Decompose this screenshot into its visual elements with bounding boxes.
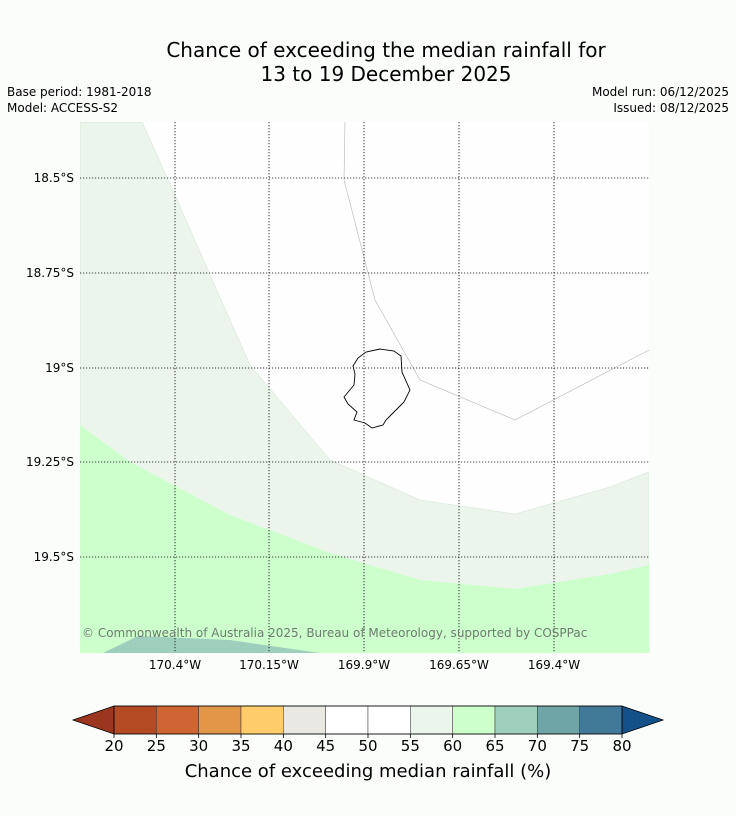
band-65-70 [103,636,320,653]
rainfall-map: 18.5°S 18.75°S 19°S 19.25°S 19.5°S 170.4… [26,122,649,672]
lat-label: 19.5°S [34,550,74,564]
colorbar-tick-label: 75 [570,737,589,755]
issued-date: Issued: 08/12/2025 [613,101,729,115]
colorbar-tick-label: 30 [189,737,208,755]
lon-label: 169.4°W [528,658,580,672]
colorbar-segment [537,705,580,735]
copyright-notice: © Commonwealth of Australia 2025, Bureau… [82,626,587,640]
colorbar-tick-label: 50 [358,737,377,755]
colorbar-tick-label: 25 [147,737,166,755]
colorbar-segment [156,705,199,735]
colorbar-segment [452,705,496,735]
colorbar-segment [367,705,411,735]
colorbar-tick-label: 40 [274,737,293,755]
lon-label: 169.9°W [338,658,390,672]
colorbar-tick-label: 65 [485,737,504,755]
base-period: Base period: 1981-2018 [7,85,152,99]
colorbar-tick-label: 20 [104,737,123,755]
colorbar-segment [240,705,284,735]
colorbar-segment [198,705,242,735]
lat-label: 18.75°S [26,266,74,280]
colorbar-tick-label: 55 [401,737,420,755]
meta-right: Model run: 06/12/2025 Issued: 08/12/2025 [592,84,729,116]
colorbar-tick-label: 35 [231,737,250,755]
lon-label: 170.15°W [239,658,299,672]
model-name: Model: ACCESS-S2 [7,101,119,115]
colorbar-tick-label: 70 [528,737,547,755]
colorbar-over-arrow [621,705,665,735]
colorbar-segment [325,705,369,735]
lat-label: 18.5°S [34,171,74,185]
colorbar-segment [410,705,453,735]
title-line-1: Chance of exceeding the median rainfall … [166,38,606,62]
colorbar-under-arrow [71,705,115,735]
colorbar-tick-label: 60 [443,737,462,755]
island-outline [343,348,411,429]
lon-label: 169.65°W [429,658,489,672]
thin-contour-line [343,122,649,421]
colorbar-segment [113,705,157,735]
lat-label: 19.25°S [26,455,74,469]
lat-label: 19°S [45,361,74,375]
colorbar-tick-label: 80 [612,737,631,755]
colorbar-segment [579,705,623,735]
colorbar-segment [494,705,538,735]
meta-left: Base period: 1981-2018 Model: ACCESS-S2 [7,84,152,116]
map-title: Chance of exceeding the median rainfall … [0,38,736,86]
lon-label: 170.4°W [149,658,201,672]
colorbar-label: Chance of exceeding median rainfall (%) [184,761,552,782]
band-60-65 [80,425,649,653]
title-line-2: 13 to 19 December 2025 [260,62,512,86]
colorbar-segment [283,705,326,735]
gridlines [80,122,649,653]
colorbar-tick-label: 45 [316,737,335,755]
model-run: Model run: 06/12/2025 [591,85,729,99]
